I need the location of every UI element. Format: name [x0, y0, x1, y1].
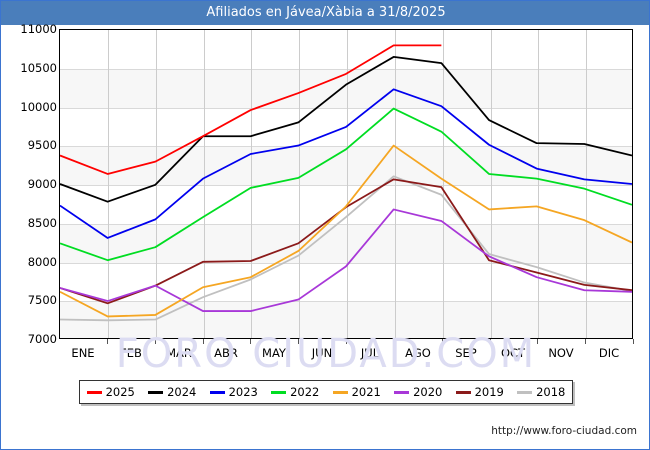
- legend-label: 2024: [167, 385, 197, 399]
- series-line-2023: [60, 88, 632, 239]
- series-line-2025: [60, 44, 442, 175]
- x-tick-label-NOV: NOV: [548, 346, 574, 360]
- x-tick-FEB: [155, 339, 156, 344]
- legend-label: 2023: [228, 385, 258, 399]
- legend-swatch-icon: [271, 390, 287, 394]
- series-lines: [60, 44, 632, 322]
- legend-label: 2020: [413, 385, 443, 399]
- x-tick-label-FEB: FEB: [120, 346, 142, 360]
- x-tick-label-DIC: DIC: [598, 346, 620, 360]
- gridline-y-10000: [60, 107, 632, 109]
- x-tick-ENE: [107, 339, 108, 344]
- legend-item-2025[interactable]: 2025: [86, 385, 135, 399]
- legend-item-2024[interactable]: 2024: [148, 385, 196, 399]
- gridline-y-8000: [60, 262, 632, 264]
- x-tick-label-OCT: OCT: [500, 346, 526, 360]
- legend-label: 2019: [474, 385, 504, 399]
- gridline-x-SEP: [443, 30, 444, 338]
- legend-swatch-icon: [332, 390, 348, 394]
- x-tick-label-AGO: AGO: [405, 346, 431, 360]
- x-tick-MAY: [298, 339, 299, 344]
- legend-swatch-icon: [517, 390, 533, 394]
- legend-label: 2021: [351, 385, 381, 399]
- legend-swatch-icon: [455, 390, 471, 394]
- series-line-2021: [60, 144, 632, 318]
- gridline-x-FEB: [108, 30, 109, 338]
- x-tick-label-ENE: ENE: [71, 346, 95, 360]
- x-tick-NOV: [585, 339, 586, 344]
- gridline-x-AGO: [395, 30, 396, 338]
- y-tick-label: 8500: [27, 215, 57, 230]
- legend-label: 2025: [105, 385, 135, 399]
- legend-swatch-icon: [209, 390, 225, 394]
- gridline-y-9500: [60, 146, 632, 148]
- x-axis: ENE FEB MAR ABR MAY JUN JUL AGO SEP OCT NOV DIC: [59, 339, 634, 363]
- y-tick-label: 7000: [27, 332, 57, 346]
- x-tick-label-JUN: JUN: [311, 346, 333, 360]
- gridline-y-10500: [60, 68, 632, 70]
- legend-item-2020[interactable]: 2020: [394, 385, 442, 399]
- legend-item-2023[interactable]: 2023: [209, 385, 258, 399]
- legend-label: 2022: [290, 385, 320, 399]
- legend-item-2022[interactable]: 2022: [271, 385, 319, 399]
- legend-label: 2018: [536, 385, 566, 399]
- x-tick-label-MAY: MAY: [262, 346, 286, 360]
- legend-item-2018[interactable]: 2018: [517, 385, 565, 399]
- series-line-2024: [60, 56, 632, 203]
- x-tick-OCT: [537, 339, 538, 344]
- series-line-2018: [60, 175, 632, 322]
- plot-band: [60, 68, 632, 108]
- x-tick-label-SEP: SEP: [455, 346, 477, 360]
- x-tick-JUN: [346, 339, 347, 344]
- plot-band: [60, 223, 632, 263]
- legend-swatch-icon: [86, 390, 102, 394]
- gridline-x-DIC: [586, 30, 587, 338]
- y-tick-label: 11000: [20, 22, 57, 36]
- series-line-2020: [60, 208, 632, 312]
- gridline-x-NOV: [538, 30, 539, 338]
- y-tick-label: 10500: [20, 60, 57, 75]
- gridline-y-7500: [60, 301, 632, 303]
- source-url: http://www.foro-ciudad.com: [491, 425, 637, 437]
- y-tick-label: 8000: [27, 254, 57, 269]
- x-tick-MAR: [203, 339, 204, 344]
- y-tick-label: 7500: [27, 293, 57, 308]
- x-tick-ABR: [250, 339, 251, 344]
- gridline-y-9000: [60, 185, 632, 186]
- x-tick-label-MAR: MAR: [166, 346, 192, 360]
- gridline-x-JUL: [347, 30, 348, 338]
- gridline-x-OCT: [491, 30, 492, 338]
- gridline-y-8500: [60, 223, 632, 225]
- legend-swatch-icon: [148, 390, 164, 394]
- y-tick-label: 9000: [27, 177, 57, 191]
- series-line-2022: [60, 107, 632, 262]
- chart-legend: 2025 2024 2023 2022 2021 2020 2019 2018: [79, 380, 573, 404]
- x-tick-JUL: [394, 339, 395, 344]
- x-tick-DIC: [633, 339, 634, 344]
- series-line-2019: [60, 178, 632, 305]
- gridline-x-MAY: [251, 30, 252, 338]
- plot-area: [59, 29, 633, 339]
- legend-item-2021[interactable]: 2021: [332, 385, 381, 399]
- gridline-x-ABR: [204, 30, 205, 338]
- gridline-x-JUN: [299, 30, 300, 338]
- window-title: Afiliados en Jávea/Xàbia a 31/8/2025: [1, 1, 649, 25]
- y-axis: 7000 7500 8000 8500 9000 9500 10000 10500 11000: [1, 1, 57, 361]
- legend-item-2019[interactable]: 2019: [455, 385, 504, 399]
- x-tick-AGO: [442, 339, 443, 344]
- x-tick-label-JUL: JUL: [360, 346, 380, 360]
- x-tick-label-ABR: ABR: [214, 346, 238, 360]
- x-tick-SEP: [490, 339, 491, 344]
- y-tick-label: 10000: [20, 99, 57, 114]
- y-tick-label: 9500: [27, 138, 57, 153]
- legend-swatch-icon: [394, 390, 410, 394]
